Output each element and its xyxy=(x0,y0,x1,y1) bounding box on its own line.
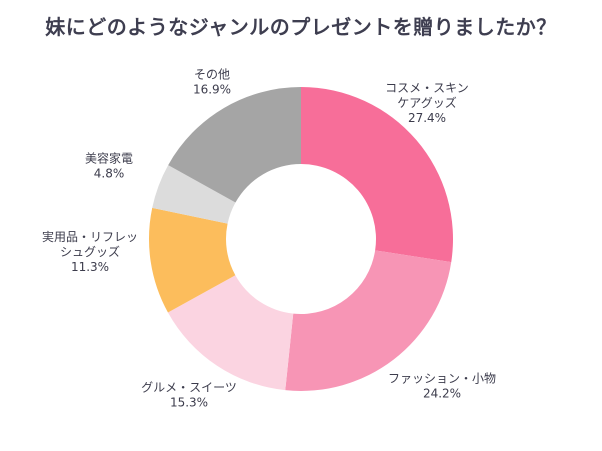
slice-3 xyxy=(167,275,294,391)
slice-label-4: 実用品・リフレッシュグッズ 11.3% xyxy=(42,229,138,274)
slice-label-2: ファッション・小物 24.2% xyxy=(388,372,496,401)
slice-label-6: その他 16.9% xyxy=(193,68,231,97)
slice-2 xyxy=(285,250,452,391)
chart-title: 妹にどのようなジャンルのプレゼントを贈りましたか？ xyxy=(45,15,557,39)
slice-label-1: コスメ・スキンケアグッズ 27.4% xyxy=(385,81,469,125)
slice-4 xyxy=(148,207,236,313)
slice-label-5: 美容家電 4.8% xyxy=(85,151,133,181)
slice-5 xyxy=(152,165,236,224)
slice-1 xyxy=(301,87,454,263)
slice-6 xyxy=(168,87,301,203)
slice-label-3: グルメ・スイーツ 15.3% xyxy=(141,381,237,410)
